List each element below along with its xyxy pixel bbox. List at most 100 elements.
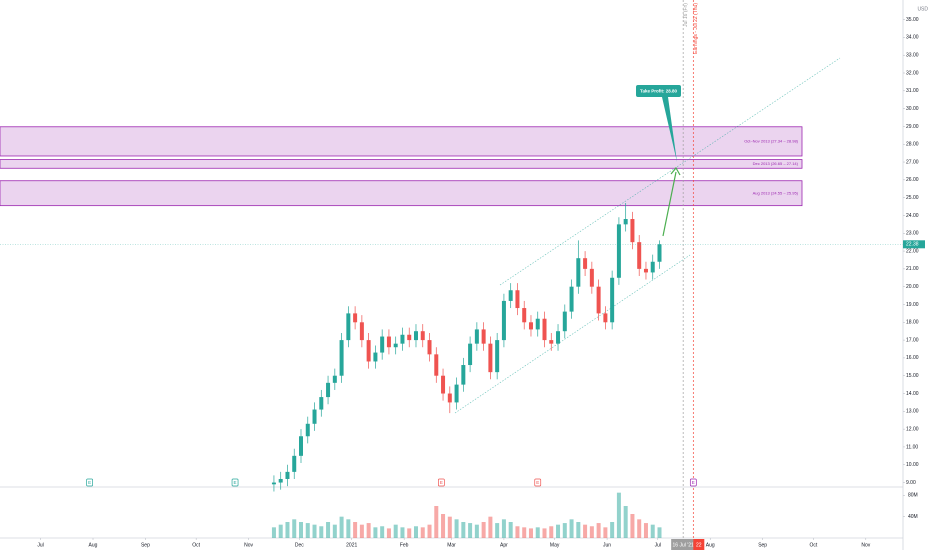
volume-bar bbox=[447, 516, 452, 538]
volume-bar bbox=[576, 522, 581, 538]
x-tick-label: Nov bbox=[861, 542, 870, 548]
candle-body bbox=[549, 340, 554, 344]
zone bbox=[0, 180, 803, 207]
y-tick-label: 18.00 bbox=[906, 320, 919, 326]
candle-body bbox=[495, 340, 500, 373]
x-tick-label: Dec bbox=[295, 542, 304, 548]
candle-body bbox=[332, 375, 337, 383]
candle-body bbox=[413, 331, 418, 341]
volume-bar bbox=[643, 523, 648, 538]
candle-body bbox=[616, 224, 621, 278]
y-tick-label: 23.00 bbox=[906, 231, 919, 237]
event-label: Jul 16 (Fri) bbox=[683, 3, 689, 27]
volume-bar bbox=[427, 524, 432, 538]
candle-body bbox=[589, 268, 594, 287]
y-tick-label: 10.00 bbox=[906, 462, 919, 468]
take-profit-pointer bbox=[662, 97, 677, 162]
candle-body bbox=[501, 300, 506, 341]
candle-body bbox=[353, 313, 358, 323]
earnings-marker-label: E bbox=[536, 480, 539, 485]
zone bbox=[0, 126, 803, 157]
y-tick-label: 14.00 bbox=[906, 391, 919, 397]
last-price-box bbox=[903, 240, 925, 249]
volume-bar bbox=[508, 522, 513, 538]
volume-bar bbox=[461, 522, 466, 538]
volume-bar bbox=[299, 522, 303, 538]
y-tick-label: 12.00 bbox=[906, 426, 919, 432]
candle-body bbox=[326, 382, 331, 398]
x-tick-label: Aug bbox=[89, 542, 98, 548]
x-tick-label: Sep bbox=[141, 542, 150, 548]
last-price-label: 22.38 bbox=[906, 242, 919, 248]
volume-bar bbox=[441, 514, 446, 538]
x-tick-label: Jul bbox=[37, 542, 43, 548]
candle-body bbox=[488, 343, 493, 373]
candle-body bbox=[400, 334, 405, 344]
y-tick-label: 16.00 bbox=[906, 355, 919, 361]
volume-bar bbox=[515, 526, 520, 538]
x-tick-label: Jul bbox=[655, 542, 661, 548]
candle-body bbox=[299, 436, 303, 456]
candle-body bbox=[271, 482, 276, 485]
earnings-marker-label: E bbox=[234, 480, 237, 485]
volume-bar bbox=[468, 523, 473, 538]
y-tick-label: 24.00 bbox=[906, 213, 919, 219]
earnings-marker bbox=[534, 478, 542, 487]
x-tick-label: Mar bbox=[447, 542, 456, 548]
y-tick-label: 31.00 bbox=[906, 88, 919, 94]
candle-body bbox=[461, 365, 466, 385]
volume-bar bbox=[596, 523, 601, 538]
volume-bar bbox=[271, 527, 276, 538]
volume-bar bbox=[346, 519, 351, 538]
candle-body bbox=[474, 329, 479, 344]
candle-body bbox=[562, 311, 567, 332]
candle-body bbox=[583, 258, 588, 269]
y-tick-label: 33.00 bbox=[906, 53, 919, 59]
volume-bar bbox=[332, 524, 337, 538]
candle-body bbox=[292, 455, 297, 472]
x-tick-label: Apr bbox=[500, 542, 508, 548]
channel-upper bbox=[499, 57, 841, 286]
zone-label: Dec 2013 (26.65 – 27.14) bbox=[753, 161, 799, 166]
candle-body bbox=[407, 334, 412, 341]
axis-cursor-label: 16 Jul '21 bbox=[673, 542, 694, 548]
candle-body bbox=[528, 322, 533, 330]
volume-bar bbox=[393, 524, 398, 538]
volume-bar bbox=[285, 522, 290, 538]
candle-body bbox=[610, 277, 615, 323]
volume-bar bbox=[603, 527, 608, 538]
volume-bar bbox=[474, 524, 479, 538]
volume-bar bbox=[420, 527, 425, 538]
candle-body bbox=[603, 313, 608, 323]
y-tick-label: 22.00 bbox=[906, 248, 919, 254]
candle-body bbox=[657, 244, 662, 262]
volume-bar bbox=[413, 526, 418, 538]
candle-body bbox=[373, 352, 378, 362]
zone-label: Aug 2013 (24.55 – 25.95) bbox=[753, 190, 799, 195]
y-tick-label: 19.00 bbox=[906, 302, 919, 308]
candle-body bbox=[380, 336, 385, 353]
candle-body bbox=[393, 343, 398, 348]
y-tick-label: 35.00 bbox=[906, 17, 919, 23]
volume-bar bbox=[630, 514, 635, 538]
volume-bar bbox=[657, 527, 662, 538]
volume-bar bbox=[623, 506, 628, 538]
volume-bar bbox=[366, 523, 371, 538]
x-tick-label: Jun bbox=[603, 542, 611, 548]
candle-body bbox=[319, 397, 324, 410]
volume-bar bbox=[407, 528, 412, 538]
volume-bar bbox=[278, 524, 283, 538]
candle-body bbox=[346, 313, 351, 341]
x-tick-label: Aug bbox=[706, 542, 715, 548]
earnings-marker-label: E bbox=[440, 480, 443, 485]
y-tick-label: 32.00 bbox=[906, 70, 919, 76]
volume-bar bbox=[637, 519, 642, 538]
candle-body bbox=[312, 409, 317, 424]
volume-bar bbox=[380, 526, 385, 538]
volume-bar bbox=[522, 527, 527, 538]
candle-body bbox=[386, 336, 391, 348]
earnings-marker bbox=[231, 478, 239, 487]
volume-bar bbox=[373, 527, 378, 538]
volume-bar bbox=[339, 516, 344, 538]
